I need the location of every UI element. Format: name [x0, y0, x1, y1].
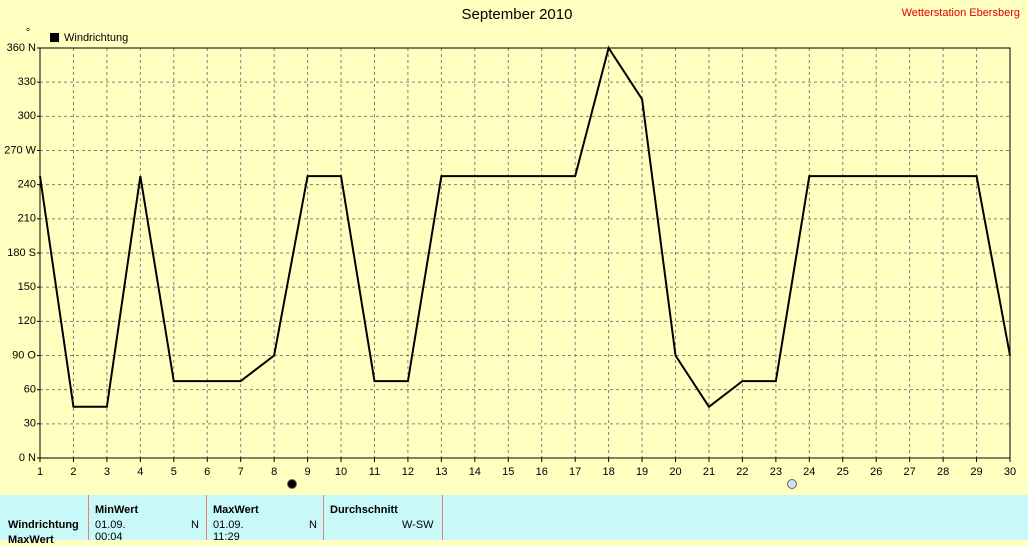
x-tick-label: 30: [1004, 466, 1016, 478]
header: MinWert: [95, 504, 139, 516]
y-tick-label: 0 N: [19, 452, 36, 464]
column: MaxWert 01.09. 11:29 N: [206, 495, 317, 543]
x-tick-label: 1: [37, 466, 43, 478]
x-tick-label: 19: [636, 466, 648, 478]
x-tick-label: 10: [335, 466, 347, 478]
y-tick-label: 30: [24, 418, 36, 430]
chart: September 2010 Wetterstation Ebersberg °…: [4, 6, 1020, 489]
line-series: [39, 45, 1011, 409]
x-tick-label: 23: [770, 466, 782, 478]
x-tick-label: 14: [469, 466, 481, 478]
x-tick-label: 8: [271, 466, 277, 478]
legend-label: Windrichtung: [64, 32, 128, 44]
x-tick-label: 11: [369, 466, 380, 478]
y-tick-label: 270 W: [4, 144, 36, 156]
x-tick-label: 28: [937, 466, 949, 478]
station: Wetterstation Ebersberg: [902, 7, 1020, 19]
x-tick-label: 17: [569, 466, 581, 478]
y-tick-label: 240: [18, 179, 36, 191]
header: Durchschnitt: [330, 504, 398, 516]
x-tick-label: 2: [70, 466, 76, 478]
moon-icon: [787, 479, 797, 489]
x-tick-label: 21: [703, 466, 715, 478]
cell: 01.09. 00:04: [95, 519, 126, 543]
y-tick-label: 360 N: [7, 42, 36, 54]
x-tick-label: 16: [536, 466, 548, 478]
x-tick-label: 9: [305, 466, 311, 478]
x-tick-label: 25: [837, 466, 849, 478]
x-tick-label: 22: [736, 466, 748, 478]
y-tick-label: 90 O: [12, 349, 36, 361]
x-tick-label: 20: [669, 466, 681, 478]
x-tick-label: 15: [502, 466, 514, 478]
legend-swatch: [50, 33, 59, 42]
x-tick-label: 4: [137, 466, 143, 478]
x-tick-label: 18: [602, 466, 614, 478]
y-tick-label: 60: [24, 384, 36, 396]
x-tick-label: 24: [803, 466, 815, 478]
x-tick-label: 29: [970, 466, 982, 478]
y-tick-label: 330: [18, 76, 36, 88]
x-tick-label: 3: [104, 466, 110, 478]
x-tick-label: 6: [204, 466, 210, 478]
x-tick-label: 5: [171, 466, 177, 478]
row-label: MaxWert: [8, 534, 54, 546]
y-unit: °: [26, 27, 30, 39]
cell: 01.09. 11:29: [213, 519, 244, 543]
y-tick-label: 180 S: [7, 247, 36, 259]
column: Durchschnitt W-SW: [323, 495, 443, 540]
y-tick-label: 210: [18, 213, 36, 225]
x-tick-label: 12: [402, 466, 414, 478]
cell: N: [191, 519, 199, 531]
x-tick-label: 13: [435, 466, 447, 478]
row-label: Windrichtung: [8, 519, 79, 531]
chart-title: September 2010: [462, 6, 573, 23]
x-tick-label: 26: [870, 466, 882, 478]
y-tick-label: 300: [18, 110, 36, 122]
summary-panel: MinWert 01.09. 00:04 N MaxWert 01.09. 11:29…: [0, 495, 1028, 546]
header: MaxWert: [213, 504, 259, 516]
cell: N: [309, 519, 317, 531]
y-tick-label: 120: [18, 315, 36, 327]
y-tick-label: 150: [18, 281, 36, 293]
cell: W-SW: [402, 519, 434, 531]
moon-icon: [287, 479, 297, 489]
column: MinWert 01.09. 00:04 N: [88, 495, 199, 543]
x-tick-label: 27: [904, 466, 916, 478]
x-tick-label: 7: [238, 466, 244, 478]
